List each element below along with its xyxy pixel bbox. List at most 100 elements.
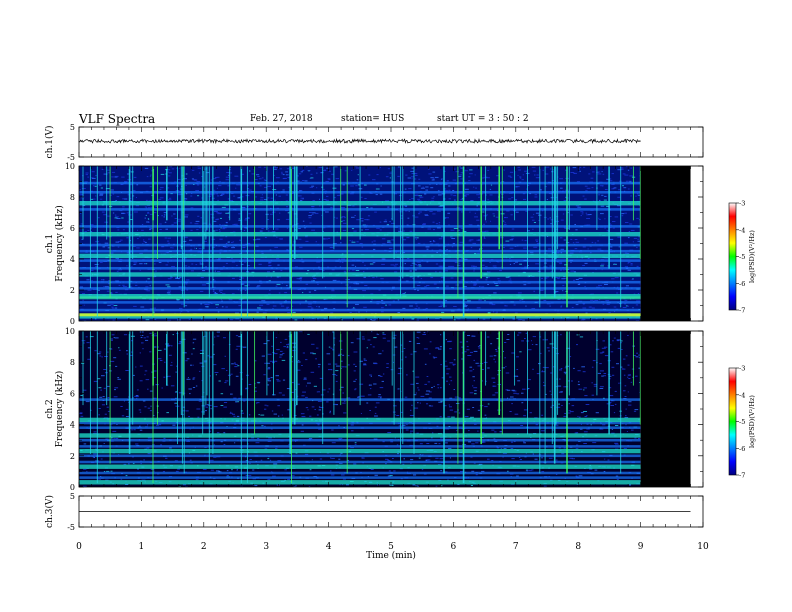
spectrogram-speckle <box>629 223 633 225</box>
spectrogram-speckle <box>595 412 599 414</box>
spectrogram-speckle <box>511 403 513 405</box>
spectrogram-speckle <box>272 475 276 477</box>
spectrogram-speckle <box>637 240 641 242</box>
spectrogram-speckle <box>516 475 519 477</box>
spectrogram-speckle <box>564 264 568 266</box>
spectrogram-speckle <box>450 380 453 382</box>
spectrogram-speckle <box>239 239 242 241</box>
spectrogram-speckle <box>560 187 563 189</box>
spectrogram-speckle <box>589 468 593 470</box>
spectrogram-speckle <box>113 337 115 339</box>
spectrogram-speckle <box>186 289 189 291</box>
spectrogram-speckle <box>290 391 294 393</box>
spectrogram-speckle <box>541 414 544 416</box>
spectrogram-speckle <box>489 355 493 357</box>
spectrogram-speckle <box>522 388 526 390</box>
spectrogram-speckle <box>387 459 389 461</box>
spectrogram-speckle <box>347 364 350 366</box>
spectrogram-speckle <box>122 198 125 200</box>
spectrogram-speckle <box>535 344 538 346</box>
spectrogram-speckle <box>567 212 569 214</box>
spectrogram-speckle <box>141 342 144 344</box>
spectrogram-speckle <box>601 185 604 187</box>
spectrogram-speckle <box>636 217 639 219</box>
spectrogram-speckle <box>342 402 346 404</box>
spectrogram-speckle <box>132 374 135 376</box>
spectrogram-speckle <box>555 291 559 293</box>
spectrogram-speckle <box>150 469 155 470</box>
spectrogram-speckle <box>524 240 527 242</box>
spectrogram-speckle <box>157 349 162 351</box>
spectrogram-speckle <box>468 224 473 226</box>
spectrogram-speckle <box>357 396 360 398</box>
spectrogram-speckle <box>459 174 462 176</box>
spectrogram-speckle <box>425 459 430 461</box>
spectrogram-speckle <box>166 292 171 294</box>
spectrogram-speckle <box>154 335 158 337</box>
spectrogram-speckle <box>330 470 332 472</box>
spectrogram-speckle <box>192 169 195 171</box>
spectrogram-speckle <box>402 307 406 309</box>
spectrogram-speckle <box>217 199 219 201</box>
spectrogram-speckle <box>513 263 515 265</box>
spectrogram-speckle <box>139 429 143 431</box>
spectrogram-speckle <box>145 319 150 321</box>
spectrogram-speckle <box>176 167 181 169</box>
spectrogram-speckle <box>536 174 539 176</box>
spectrogram-speckle <box>604 218 606 220</box>
spectrogram-speckle <box>583 443 587 444</box>
spectrogram-speckle <box>127 173 130 175</box>
spectrogram-speckle <box>429 341 432 343</box>
spectrogram-speckle <box>604 346 608 348</box>
spectrogram-speckle <box>244 285 248 287</box>
spectrogram-speckle <box>417 337 420 339</box>
spectrogram-speckle <box>577 384 580 386</box>
spectrogram-speckle <box>186 358 190 360</box>
spectrogram-speckle <box>124 181 128 183</box>
spectrogram-speckle <box>302 220 305 222</box>
spectrogram-speckle <box>79 286 83 288</box>
spectrogram-speckle <box>393 405 397 407</box>
spectrogram-speckle <box>312 353 316 355</box>
spectrogram-speckle <box>505 366 507 368</box>
spectrogram-speckle <box>572 167 577 169</box>
spectrogram-speckle <box>410 432 412 434</box>
spectrogram-speckle <box>435 223 438 225</box>
spectrogram-speckle <box>301 365 303 366</box>
spectrogram-speckle <box>273 174 275 176</box>
spectrogram-speckle <box>218 185 222 187</box>
spectrogram-speckle <box>582 195 585 197</box>
spectrogram-speckle <box>453 228 458 229</box>
spectrogram-speckle <box>316 306 318 307</box>
spectrogram-speckle <box>384 219 387 221</box>
spectrogram-speckle <box>636 300 640 302</box>
spectrogram-speckle <box>578 277 583 279</box>
spectrogram-speckle <box>575 475 577 477</box>
spectrogram-speckle <box>244 261 246 263</box>
spectrogram-speckle <box>412 278 414 280</box>
spectrogram-speckle <box>440 334 442 336</box>
spectrogram-speckle <box>159 360 163 361</box>
spectrogram-speckle <box>203 361 207 363</box>
spectrogram-speckle <box>247 185 249 187</box>
spectrogram-speckle <box>286 344 289 346</box>
spectrogram-speckle <box>178 286 182 288</box>
spectrogram-speckle <box>521 392 524 394</box>
spectrogram-speckle <box>348 270 351 272</box>
spectrogram-speckle <box>570 172 575 173</box>
spectrogram-speckle <box>430 200 435 202</box>
spectrogram-speckle <box>515 186 518 188</box>
spectrogram-speckle <box>616 340 620 342</box>
spectrogram-speckle <box>411 173 416 174</box>
spectrogram-speckle <box>370 375 372 377</box>
spectrogram-speckle <box>179 276 182 278</box>
spectrogram-speckle <box>621 349 623 350</box>
spectrogram-speckle <box>439 346 442 348</box>
spectrogram-speckle <box>449 362 454 364</box>
spectrogram-speckle <box>532 368 534 370</box>
spectrogram-speckle <box>454 168 456 170</box>
spectrogram-speckle <box>389 172 392 174</box>
spectrogram-speckle <box>404 396 408 398</box>
spectrogram-speckle <box>245 388 248 390</box>
spectrogram-speckle <box>483 174 485 176</box>
